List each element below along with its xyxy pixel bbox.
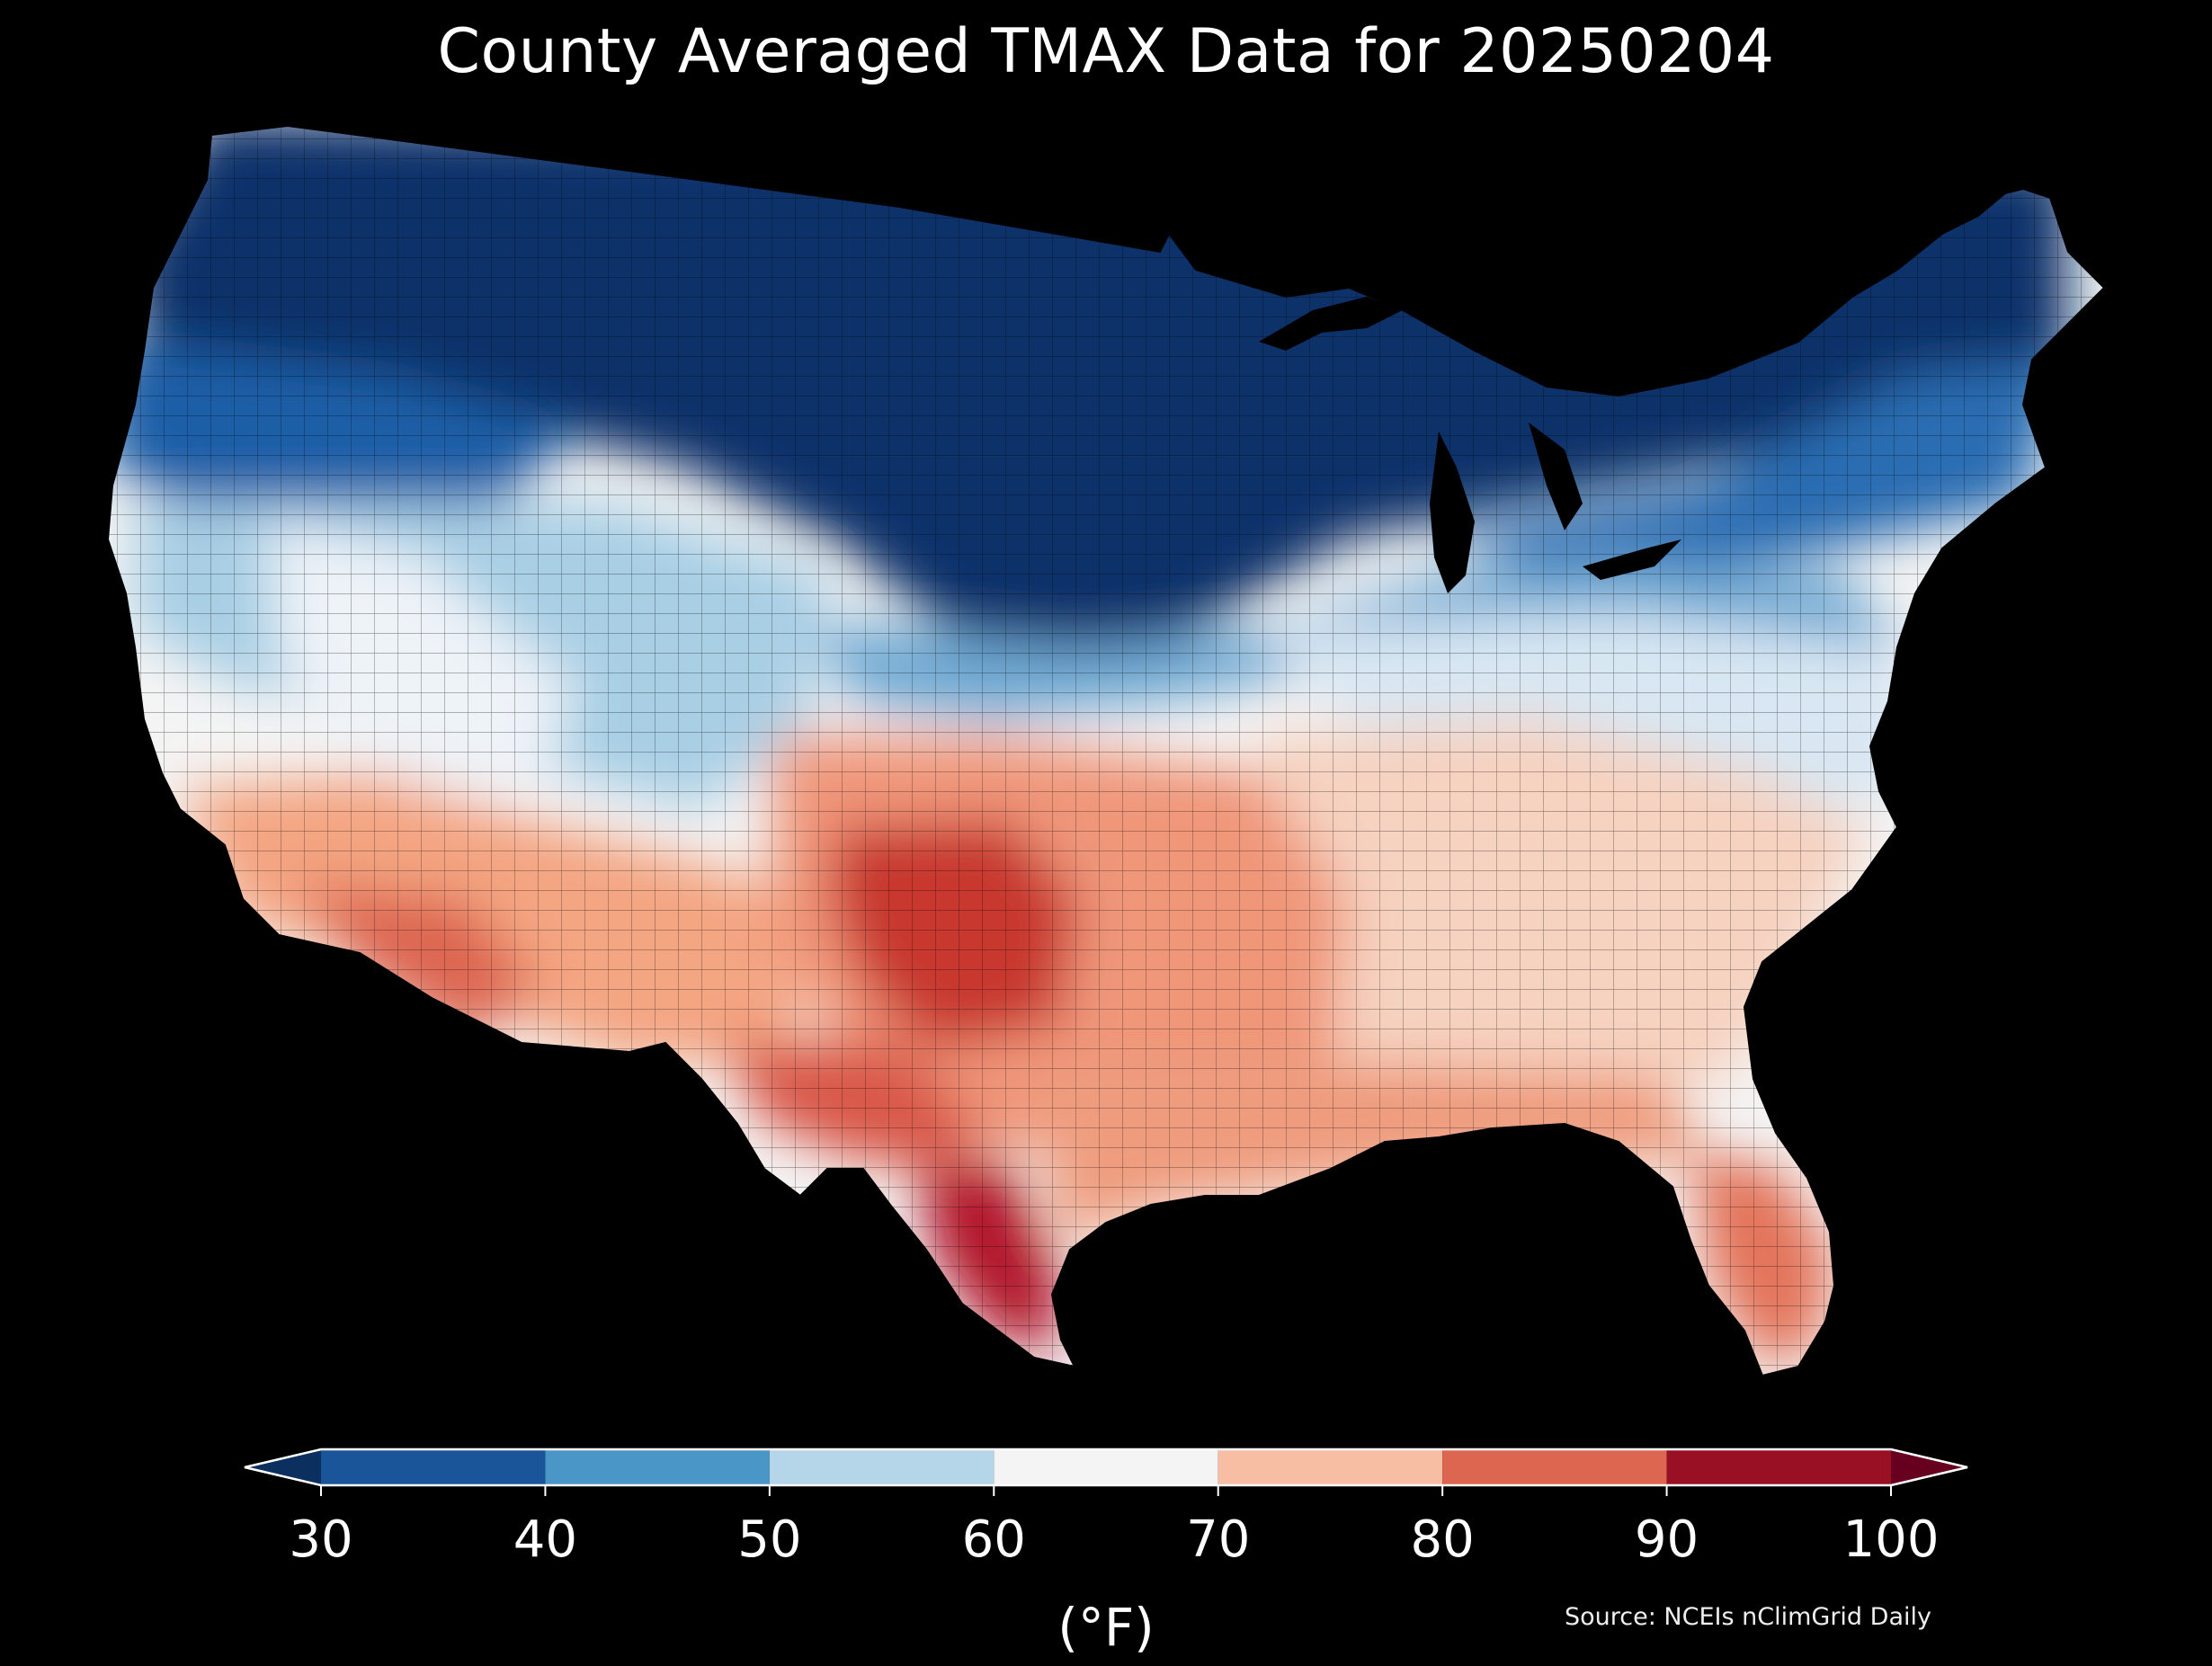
colorbar-over-extension bbox=[1891, 1449, 1967, 1485]
colorbar-bin-60-70 bbox=[994, 1449, 1218, 1485]
colorbar-tick-label-90: 90 bbox=[1634, 1510, 1699, 1569]
colorbar-under-extension bbox=[245, 1449, 321, 1485]
us-outline bbox=[106, 124, 2106, 1377]
colorbar-tick-label-100: 100 bbox=[1842, 1510, 1940, 1569]
colorbar-tick-label-70: 70 bbox=[1186, 1510, 1251, 1569]
colorbar-bin-50-60 bbox=[769, 1449, 995, 1485]
lake-michigan bbox=[1430, 432, 1475, 593]
colorbar-bin-40-50 bbox=[545, 1449, 770, 1485]
colorbar-tick-label-50: 50 bbox=[737, 1510, 802, 1569]
colorbar-tick-label-60: 60 bbox=[961, 1510, 1026, 1569]
colorbar-tick-label-80: 80 bbox=[1410, 1510, 1475, 1569]
colorbar-bin-90-100 bbox=[1666, 1449, 1891, 1485]
lake-superior bbox=[1259, 297, 1403, 351]
colorbar-bin-80-90 bbox=[1442, 1449, 1667, 1485]
lake-erie bbox=[1583, 539, 1681, 580]
source-credit: Source: NCEIs nClimGrid Daily bbox=[1565, 1603, 1931, 1631]
lake-huron bbox=[1529, 423, 1583, 530]
map-title: County Averaged TMAX Data for 20250204 bbox=[437, 16, 1775, 87]
colorbar-unit-label: (°F) bbox=[1057, 1597, 1155, 1658]
colorbar-tick-label-40: 40 bbox=[513, 1510, 578, 1569]
colorbar-bin-30-40 bbox=[321, 1449, 546, 1485]
colorbar-tick-label-30: 30 bbox=[289, 1510, 353, 1569]
colorbar-bin-70-80 bbox=[1217, 1449, 1443, 1485]
